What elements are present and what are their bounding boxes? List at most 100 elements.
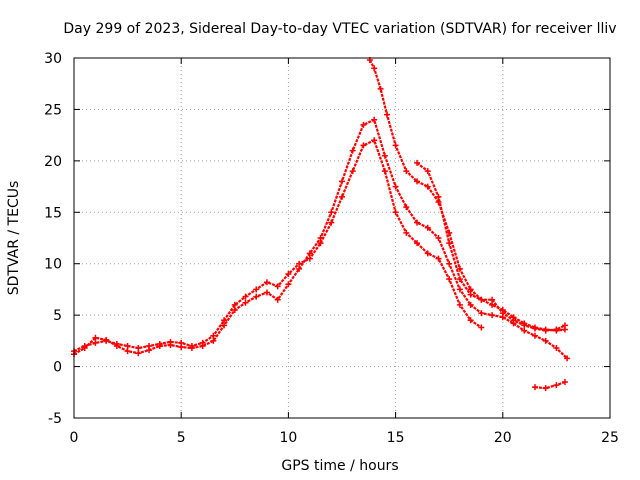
- data-point: [392, 209, 399, 216]
- data-point: [178, 344, 185, 351]
- data-point: [446, 276, 453, 283]
- data-point: [561, 322, 568, 329]
- data-point: [242, 299, 249, 306]
- y-tick-label: 10: [44, 257, 62, 273]
- data-point: [156, 343, 163, 349]
- data-point: [328, 219, 335, 226]
- series-5: [531, 379, 568, 392]
- x-tick-label: 25: [601, 430, 619, 446]
- data-point: [135, 350, 142, 357]
- data-point: [424, 183, 431, 190]
- data-point: [403, 204, 410, 211]
- data-point: [81, 345, 88, 352]
- data-point: [531, 384, 538, 391]
- data-point: [489, 296, 496, 303]
- data-point: [371, 137, 378, 144]
- data-point: [296, 265, 303, 272]
- series-3: [366, 57, 568, 334]
- chart-title: Day 299 of 2023, Sidereal Day-to-day VTE…: [63, 21, 616, 37]
- data-point: [435, 235, 442, 241]
- data-point: [113, 343, 120, 349]
- data-point: [92, 334, 99, 341]
- data-point: [124, 348, 131, 355]
- data-point: [456, 301, 463, 308]
- data-point: [456, 276, 463, 283]
- plot-frame: [73, 57, 611, 419]
- data-point: [499, 310, 506, 317]
- data-point: [253, 286, 260, 293]
- data-point: [360, 142, 367, 149]
- data-point: [349, 147, 356, 154]
- data-point: [478, 310, 485, 317]
- data-point: [339, 193, 345, 200]
- data-point: [317, 235, 324, 241]
- data-point: [339, 178, 345, 185]
- data-point: [542, 327, 549, 334]
- x-axis-label: GPS time / hours: [281, 458, 398, 474]
- data-point: [531, 332, 538, 339]
- data-point: [467, 301, 474, 308]
- data-point: [231, 307, 238, 313]
- data-point: [124, 343, 131, 349]
- series-2: [71, 116, 571, 362]
- data-point: [561, 379, 568, 385]
- data-point: [381, 152, 388, 159]
- data-point: [328, 209, 335, 216]
- data-point: [521, 322, 528, 329]
- data-point: [221, 322, 228, 329]
- data-point: [188, 345, 195, 352]
- series-line: [73, 139, 483, 353]
- data-point: [306, 250, 313, 257]
- y-axis-label: SDTVAR / TECUs: [6, 181, 22, 296]
- data-point: [263, 279, 270, 286]
- data-point: [542, 385, 549, 392]
- x-tick-label: 5: [177, 430, 186, 446]
- data-point: [542, 337, 549, 344]
- data-point: [381, 168, 388, 175]
- data-point: [296, 260, 303, 267]
- series-4: [414, 159, 568, 334]
- data-point: [510, 317, 517, 324]
- data-point: [467, 291, 474, 298]
- data-point: [467, 286, 474, 293]
- data-point: [489, 312, 496, 319]
- y-tick-label: 30: [44, 51, 62, 67]
- data-point: [424, 168, 431, 175]
- data-point: [414, 240, 421, 247]
- data-point: [377, 85, 384, 92]
- data-point: [446, 240, 453, 247]
- series-line: [416, 162, 566, 332]
- data-point: [231, 301, 238, 308]
- data-point: [424, 224, 431, 231]
- data-point: [146, 347, 153, 354]
- data-point: [414, 178, 421, 185]
- data-point: [317, 240, 324, 247]
- data-point: [446, 260, 453, 267]
- grid: [74, 58, 610, 418]
- data-point: [199, 343, 206, 349]
- data-point: [435, 193, 442, 200]
- data-point: [424, 250, 431, 257]
- y-tick-label: 15: [44, 205, 62, 221]
- data-point: [285, 271, 292, 277]
- x-tick-label: 10: [279, 430, 297, 446]
- data-point: [414, 219, 421, 226]
- data-point: [349, 168, 356, 175]
- data-point: [403, 229, 410, 236]
- data-point: [531, 325, 538, 332]
- data-point: [92, 339, 99, 346]
- y-tick-label: 25: [44, 102, 62, 118]
- data-point: [489, 301, 496, 308]
- data-point: [414, 159, 421, 166]
- data-point: [285, 281, 292, 288]
- data-point: [564, 355, 571, 362]
- data-point: [306, 255, 313, 262]
- data-point: [253, 293, 260, 300]
- data-point: [274, 296, 281, 303]
- data-point: [435, 255, 442, 262]
- data-point: [392, 183, 399, 190]
- data-point: [221, 317, 228, 324]
- series-line: [534, 380, 566, 390]
- data-point: [478, 296, 485, 303]
